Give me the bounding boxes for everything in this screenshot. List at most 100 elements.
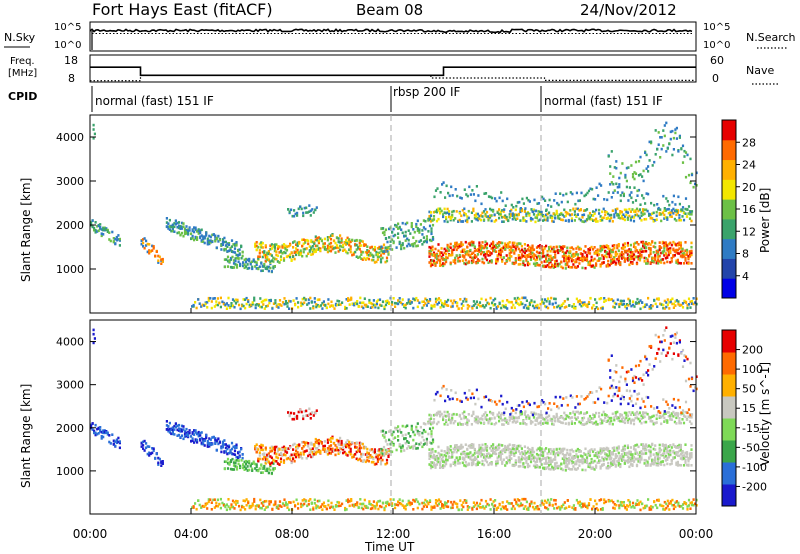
power-cell-1471 [588, 247, 592, 250]
power-cell-2343 [475, 185, 478, 188]
velocity-cell-257 [238, 450, 241, 454]
power-cell-2735 [334, 303, 338, 307]
power-cell-2995 [563, 300, 566, 303]
velocity-cell-1414 [572, 450, 575, 453]
velocity-cell-986 [464, 443, 467, 446]
velocity-cell-426 [278, 463, 281, 466]
power-cell-2068 [542, 219, 545, 222]
power-cell-2455 [680, 208, 683, 211]
power-cell-579 [335, 246, 339, 249]
velocity-cell-815 [421, 431, 424, 435]
velocity-cell-1234 [526, 457, 529, 461]
power-cell-321 [254, 265, 257, 268]
velocity-cell-549 [323, 444, 326, 448]
power-cell-2710 [313, 300, 316, 304]
power-cell-1364 [558, 249, 561, 252]
velocity-cell-508 [310, 448, 313, 452]
velocity-cell-354 [254, 445, 257, 448]
power-cell-1774 [664, 243, 667, 246]
power-cell-2183 [608, 218, 611, 221]
velocity-cell-1310 [545, 456, 548, 460]
velocity-cell-902 [442, 464, 445, 467]
power-cell-1031 [475, 249, 478, 252]
power-cell-2730 [330, 300, 333, 304]
velocity-cell-1121 [498, 452, 501, 456]
power-cell-1488 [593, 257, 596, 261]
power-cell-1834 [679, 255, 682, 258]
power-cell-2389 [559, 192, 562, 195]
power-cell-2094 [557, 216, 560, 220]
power-cell-2395 [571, 192, 574, 196]
velocity-cell-1315 [546, 452, 549, 455]
power-cell-2258 [652, 220, 655, 223]
power-cell-2332 [456, 194, 459, 198]
power-cell-1101 [493, 245, 496, 248]
power-cell-1898 [439, 211, 442, 215]
power-cell-250 [235, 253, 238, 257]
power-cell-530 [316, 236, 319, 240]
power-cell-101 [170, 225, 173, 229]
power-cell-662 [366, 245, 369, 248]
power-cell-2390 [560, 200, 563, 204]
power-cell-34 [108, 238, 111, 241]
power-cell-371 [260, 246, 263, 249]
power-cell-518 [313, 247, 316, 251]
velocity-cell-1018 [472, 460, 475, 464]
velocity-cell-1556 [610, 453, 613, 456]
velocity-cell-1112 [496, 459, 499, 463]
power-cell-2719 [321, 301, 324, 305]
velocity-cell-632 [355, 446, 358, 449]
power-cell-1269 [535, 250, 539, 254]
power-cell-359 [255, 241, 258, 244]
power-cell-2086 [552, 212, 555, 216]
power-cell-2172 [602, 216, 605, 220]
power-cell-58 [143, 237, 146, 240]
power-cell-1941 [466, 220, 469, 224]
power-cell-2594 [215, 303, 218, 307]
power-cell-1514 [599, 249, 602, 253]
power-cell-2528 [662, 129, 665, 132]
power-cell-1145 [505, 245, 508, 249]
power-cell-119 [177, 221, 181, 224]
power-cell-2241 [642, 208, 645, 211]
velocity-cell-53 [140, 445, 143, 448]
power-cell-973 [461, 254, 464, 257]
power-cell-375 [261, 250, 264, 254]
power-cell-2014 [513, 213, 516, 216]
power-cell-974 [461, 250, 464, 253]
power-cell-668 [367, 253, 370, 257]
power-cell-2699 [304, 298, 307, 302]
velocity-cell-1579 [614, 455, 617, 458]
power-cell-1273 [535, 262, 539, 265]
velocity-cell-1237 [526, 463, 529, 467]
velocity-cell-1573 [613, 460, 616, 463]
velocity-cell-77 [157, 463, 160, 466]
power-cell-1106 [495, 258, 498, 261]
power-cell-2242 [642, 209, 645, 213]
velocity-cell-1405 [569, 468, 572, 471]
power-cell-2373 [531, 210, 535, 214]
velocity-cell-452 [289, 457, 292, 461]
velocity-cell-750 [392, 437, 395, 440]
velocity-cell-1461 [585, 458, 589, 462]
power-cell-345 [269, 262, 272, 266]
power-cell-1230 [525, 257, 528, 260]
power-cell-547 [323, 245, 326, 249]
power-cell-1257 [531, 246, 534, 250]
velocity-cell-1293 [542, 452, 545, 456]
power-cell-1063 [482, 261, 486, 265]
velocity-cell-1241 [528, 457, 531, 461]
power-cell-1888 [432, 210, 436, 214]
power-cell-2695 [301, 297, 304, 301]
power-cell-1829 [678, 252, 681, 255]
power-cell-1632 [628, 254, 631, 258]
velocity-cell-951 [455, 447, 458, 450]
velocity-cell-901 [442, 466, 445, 469]
power-cell-1349 [554, 260, 557, 264]
velocity-cell-476 [296, 453, 299, 457]
power-cell-1358 [557, 248, 560, 252]
power-cell-1307 [545, 259, 548, 262]
power-cell-706 [382, 243, 386, 247]
power-cell-2757 [354, 302, 357, 305]
power-cell-2846 [430, 304, 433, 307]
